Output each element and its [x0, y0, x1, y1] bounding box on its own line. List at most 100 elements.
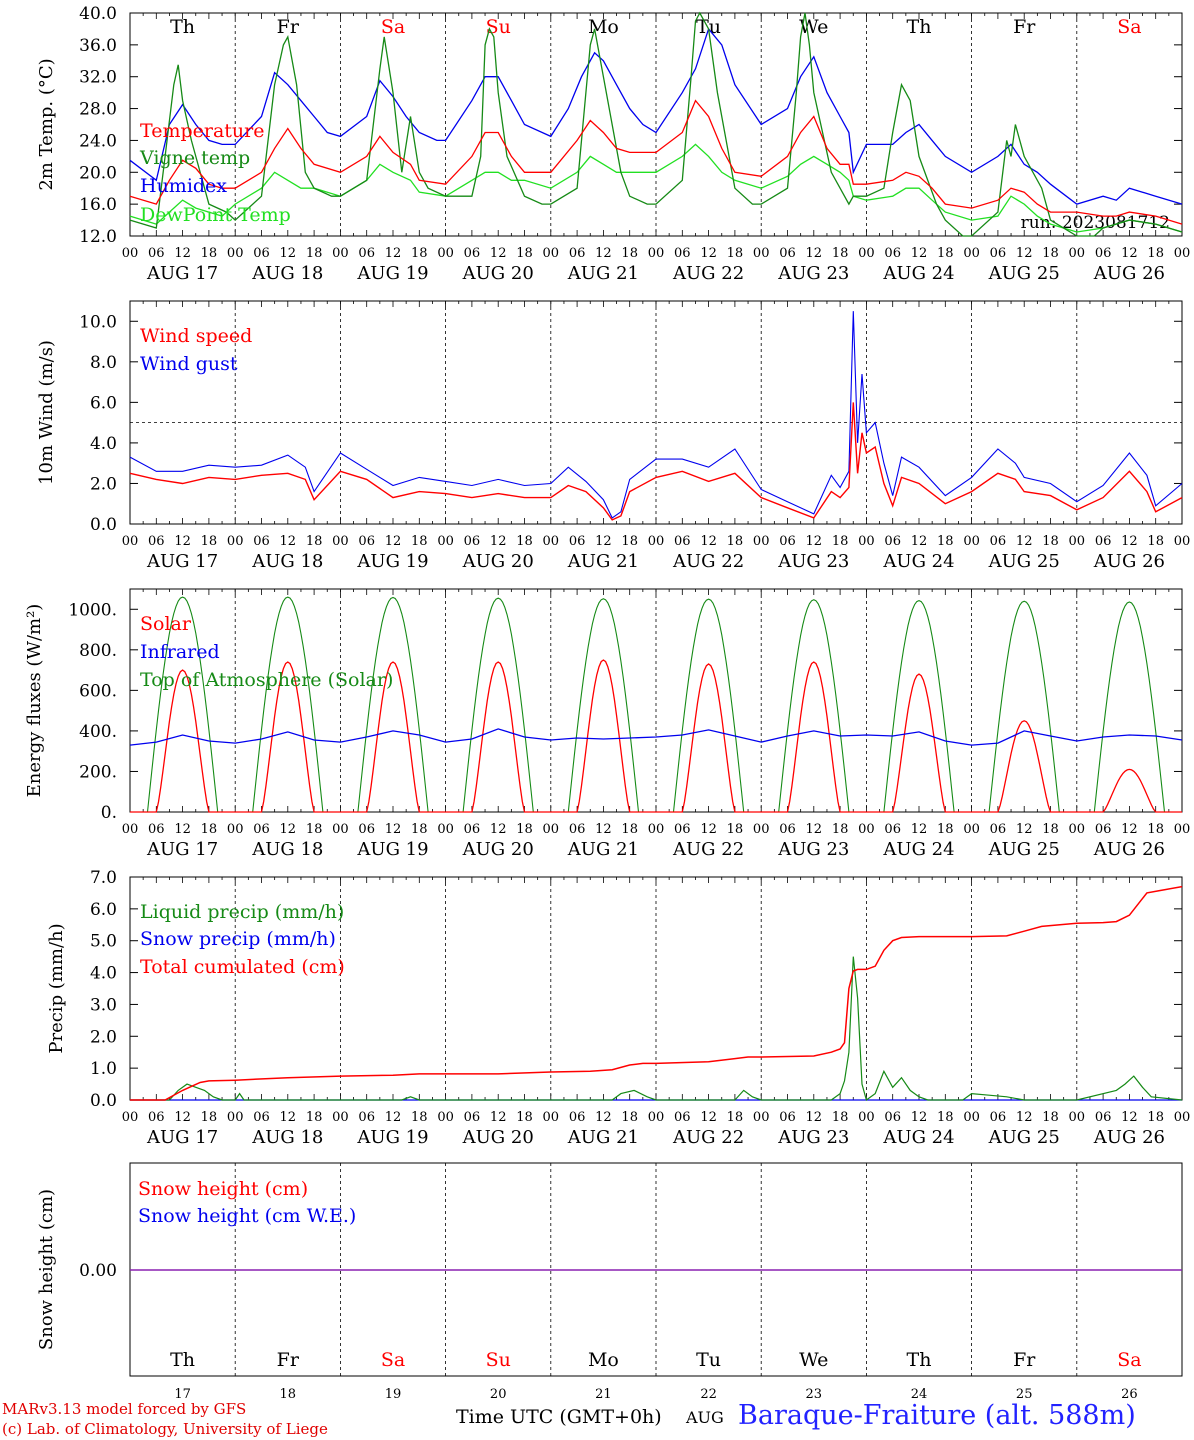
hour-label: 12	[1121, 822, 1138, 837]
hour-label: 12	[385, 1110, 402, 1125]
series-humidex	[129, 27, 1183, 205]
hour-label: 18	[516, 534, 533, 549]
weekday-label: Th	[907, 1349, 932, 1371]
date-label: AUG 19	[356, 1127, 428, 1148]
date-label: AUG 18	[251, 551, 323, 572]
hour-label: 12	[700, 246, 717, 261]
hour-label: 06	[253, 822, 270, 837]
legend-entry: Vigne temp	[139, 147, 250, 169]
date-label: AUG 20	[462, 551, 534, 572]
hour-label: 12	[595, 534, 612, 549]
y-axis-label: Energy fluxes (W/m²)	[24, 604, 45, 798]
hour-label: 18	[516, 246, 533, 261]
weekday-label: Tu	[696, 16, 721, 38]
hour-label: 06	[464, 246, 481, 261]
hour-label: 06	[1095, 822, 1112, 837]
weekday-label: Tu	[696, 1349, 721, 1371]
y-tick-label: 0.	[101, 803, 117, 823]
legend-entry: Humidex	[140, 175, 227, 197]
hour-label: 00	[753, 534, 770, 549]
hour-label: 00	[543, 822, 560, 837]
hour-label: 00	[122, 1110, 139, 1125]
hour-label: 06	[569, 1110, 586, 1125]
hour-label: 18	[201, 1110, 218, 1125]
hour-label: 18	[727, 534, 744, 549]
hour-label: 12	[1016, 1110, 1033, 1125]
hour-label: 12	[490, 1110, 507, 1125]
series-temperature	[129, 99, 1183, 225]
date-label: AUG 25	[988, 1127, 1060, 1148]
date-label: AUG 21	[567, 839, 639, 860]
hour-label: 00	[122, 534, 139, 549]
date-number: 19	[385, 1387, 402, 1402]
date-label: AUG 26	[1093, 263, 1165, 284]
date-label: AUG 18	[251, 1127, 323, 1148]
date-number: 26	[1121, 1387, 1138, 1402]
hour-label: 18	[1147, 822, 1164, 837]
hour-label: 00	[543, 1110, 560, 1125]
hour-label: 00	[1069, 822, 1086, 837]
date-label: AUG 24	[882, 263, 954, 284]
hour-label: 00	[963, 1110, 980, 1125]
y-tick-label: 0.0	[90, 515, 117, 535]
y-tick-label: 800.	[79, 641, 117, 661]
run-label: run: 2023081712	[1021, 213, 1170, 233]
hour-label: 06	[674, 246, 691, 261]
date-label: AUG 17	[146, 1127, 218, 1148]
legend-entry: Total cumulated (cm)	[140, 956, 345, 978]
hour-label: 06	[358, 246, 375, 261]
date-label: AUG 21	[567, 551, 639, 572]
legend-entry: Temperature	[140, 120, 264, 142]
hour-label: 00	[1174, 822, 1191, 837]
hour-label: 00	[437, 246, 454, 261]
weekday-label: Th	[170, 1349, 195, 1371]
date-label: AUG 26	[1093, 1127, 1165, 1148]
plot-frame	[129, 12, 1183, 237]
hour-label: 12	[700, 1110, 717, 1125]
hour-label: 06	[253, 534, 270, 549]
y-tick-label: 200.	[79, 762, 117, 782]
y-tick-label: 24.0	[79, 131, 117, 151]
date-number: 17	[174, 1387, 191, 1402]
hour-label: 06	[569, 822, 586, 837]
hour-label: 18	[516, 1110, 533, 1125]
hour-label: 06	[990, 534, 1007, 549]
hour-label: 00	[227, 534, 244, 549]
hour-label: 12	[911, 534, 928, 549]
date-label: AUG 22	[672, 1127, 744, 1148]
hour-label: 06	[674, 1110, 691, 1125]
date-label: AUG 20	[462, 263, 534, 284]
hour-label: 00	[332, 246, 349, 261]
hour-label: 18	[1042, 822, 1059, 837]
hour-label: 06	[358, 1110, 375, 1125]
hour-label: 18	[621, 246, 638, 261]
hour-label: 00	[437, 822, 454, 837]
date-label: AUG 23	[777, 839, 849, 860]
hour-label: 12	[1121, 1110, 1138, 1125]
hour-label: 06	[569, 534, 586, 549]
hour-label: 00	[648, 1110, 665, 1125]
date-number: 20	[490, 1387, 507, 1402]
hour-label: 12	[1016, 822, 1033, 837]
date-label: AUG 19	[356, 263, 428, 284]
date-number: 25	[1016, 1387, 1033, 1402]
hour-label: 06	[148, 1110, 165, 1125]
hour-label: 06	[1095, 534, 1112, 549]
hour-label: 06	[358, 534, 375, 549]
weekday-label: Sa	[1117, 1349, 1141, 1371]
y-tick-label: 12.0	[79, 227, 117, 247]
weekday-label: Th	[907, 16, 932, 38]
hour-label: 06	[674, 822, 691, 837]
hour-label: 06	[1095, 1110, 1112, 1125]
hour-label: 18	[832, 534, 849, 549]
hour-label: 06	[779, 822, 796, 837]
legend-entry: Snow height (cm W.E.)	[138, 1205, 356, 1227]
hour-label: 18	[937, 1110, 954, 1125]
hour-label: 06	[990, 246, 1007, 261]
hour-label: 00	[963, 246, 980, 261]
hour-label: 12	[911, 822, 928, 837]
date-number: 24	[911, 1387, 928, 1402]
date-label: AUG 18	[251, 263, 323, 284]
hour-label: 00	[332, 1110, 349, 1125]
hour-label: 18	[411, 822, 428, 837]
